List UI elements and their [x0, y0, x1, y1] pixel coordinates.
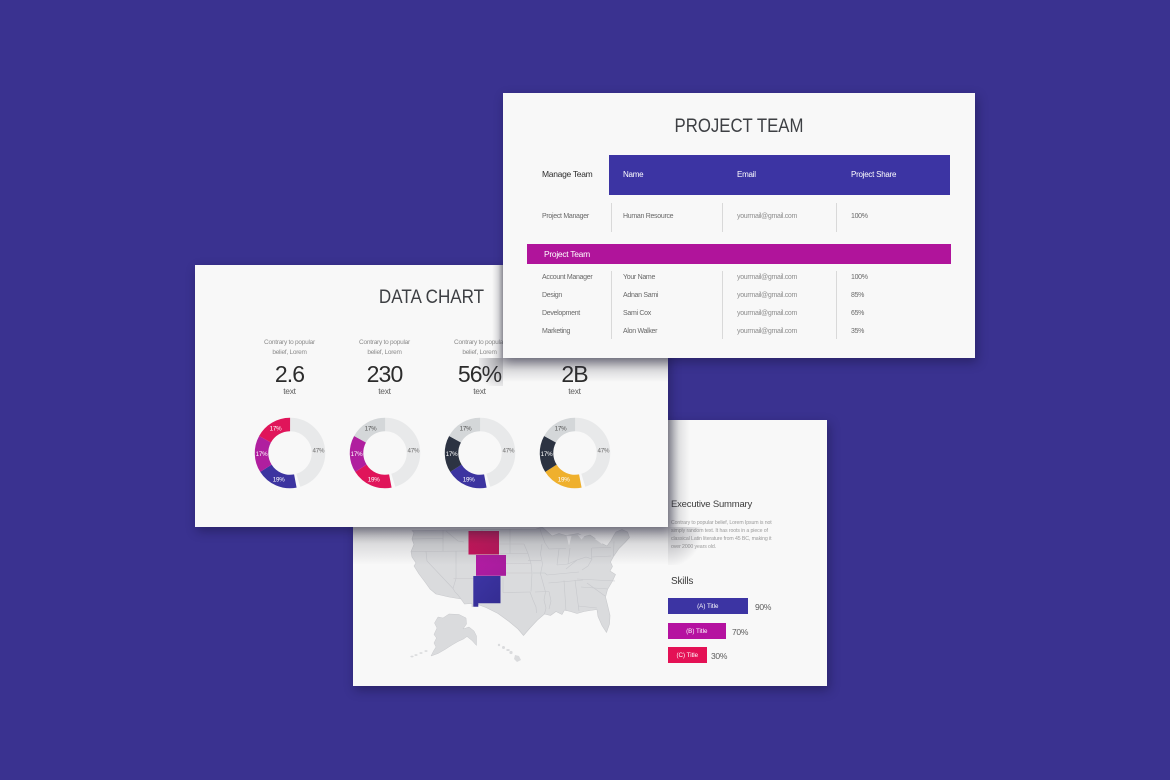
- svg-text:47%: 47%: [503, 448, 515, 455]
- svg-text:47%: 47%: [408, 448, 420, 455]
- svg-text:19%: 19%: [463, 476, 475, 483]
- svg-text:17%: 17%: [270, 426, 282, 433]
- svg-text:17%: 17%: [460, 426, 472, 433]
- svg-text:19%: 19%: [273, 476, 285, 483]
- svg-text:47%: 47%: [598, 448, 610, 455]
- svg-text:19%: 19%: [558, 476, 570, 483]
- svg-text:47%: 47%: [313, 448, 325, 455]
- svg-text:17%: 17%: [541, 451, 553, 458]
- svg-text:17%: 17%: [555, 426, 567, 433]
- svg-text:17%: 17%: [446, 451, 458, 458]
- svg-text:17%: 17%: [351, 451, 363, 458]
- svg-text:17%: 17%: [256, 451, 268, 458]
- svg-text:17%: 17%: [365, 426, 377, 433]
- svg-text:19%: 19%: [368, 476, 380, 483]
